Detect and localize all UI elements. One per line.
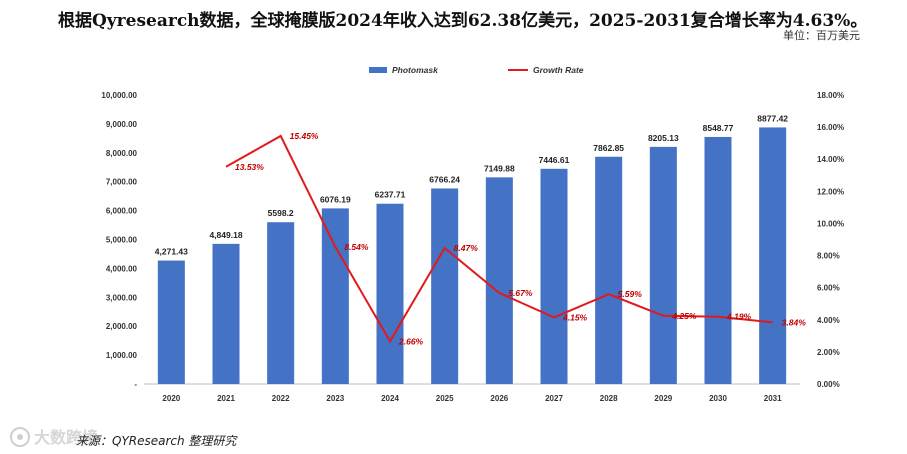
line-value-label: 4.25% xyxy=(671,311,697,321)
y-right-tick-label: 14.00% xyxy=(817,155,844,164)
legend-swatch-photomask xyxy=(369,67,387,73)
bar-value-label: 7862.85 xyxy=(593,143,624,153)
y-right-tick-label: 10.00% xyxy=(817,219,844,228)
y-left-tick-label: 4,000.00 xyxy=(106,264,138,273)
x-tick-label: 2020 xyxy=(162,394,180,403)
line-value-label: 5.67% xyxy=(508,288,533,298)
line-value-label: 13.53% xyxy=(235,162,264,172)
y-left-tick-label: 7,000.00 xyxy=(106,178,138,187)
bar-photomask xyxy=(321,208,349,384)
line-value-label: 5.59% xyxy=(618,289,643,299)
bar-value-label: 6076.19 xyxy=(320,194,351,204)
unit-label: 单位：百万美元 xyxy=(783,29,860,42)
line-value-label: 4.15% xyxy=(562,312,588,322)
bar-photomask xyxy=(376,203,404,384)
x-tick-label: 2027 xyxy=(545,394,563,403)
bar-photomask xyxy=(540,168,568,384)
bar-value-label: 4,271.43 xyxy=(155,247,188,257)
y-left-tick-label: 2,000.00 xyxy=(106,322,138,331)
y-left-tick-label: 3,000.00 xyxy=(106,293,138,302)
x-tick-label: 2024 xyxy=(381,394,399,403)
y-left-tick-label: 6,000.00 xyxy=(106,207,138,216)
y-left-tick-label: 8,000.00 xyxy=(106,149,138,158)
series-line-growth-rate xyxy=(225,134,773,344)
x-tick-label: 2025 xyxy=(436,394,454,403)
line-value-label: 8.47% xyxy=(454,243,479,253)
x-tick-label: 2022 xyxy=(272,394,290,403)
line-value-label: 15.45% xyxy=(290,131,319,141)
bar-photomask xyxy=(704,136,732,384)
bar-photomask xyxy=(267,222,295,384)
svg-text:大数跨境: 大数跨境 xyxy=(34,428,98,447)
bar-photomask xyxy=(431,188,459,384)
bar-value-label: 8877.42 xyxy=(757,113,788,123)
x-tick-label: 2023 xyxy=(326,394,344,403)
y-right-tick-label: 16.00% xyxy=(817,123,844,132)
bar-value-label: 4,849.18 xyxy=(209,230,242,240)
bar-value-label: 8205.13 xyxy=(648,133,679,143)
y-left-tick-label: 9,000.00 xyxy=(106,120,138,129)
bar-value-label: 6237.71 xyxy=(375,190,406,200)
x-tick-label: 2021 xyxy=(217,394,235,403)
bar-photomask xyxy=(595,156,623,384)
y-right-tick-label: 12.00% xyxy=(817,187,844,196)
bar-value-label: 8548.77 xyxy=(703,123,734,133)
bar-value-label: 7149.88 xyxy=(484,163,515,173)
x-tick-label: 2026 xyxy=(490,394,508,403)
source-note: 来源：QYResearch 整理研究 xyxy=(76,434,237,448)
y-right-tick-label: 6.00% xyxy=(817,284,840,293)
y-left-tick-label: 1,000.00 xyxy=(106,351,138,360)
line-value-label: 4.19% xyxy=(726,312,752,322)
x-tick-label: 2031 xyxy=(764,394,782,403)
y-left-tick-label: - xyxy=(134,380,137,389)
line-value-label: 8.54% xyxy=(344,242,369,252)
bar-value-label: 7446.61 xyxy=(539,155,570,165)
legend-label-growth-rate: Growth Rate xyxy=(533,65,584,75)
line-value-label: 2.66% xyxy=(398,336,424,346)
y-left-tick-label: 10,000.00 xyxy=(101,91,137,100)
bar-photomask xyxy=(212,243,240,384)
watermark-logo: 大数跨境 xyxy=(8,424,120,450)
x-tick-label: 2030 xyxy=(709,394,727,403)
y-right-tick-label: 8.00% xyxy=(817,252,840,261)
bar-value-label: 5598.2 xyxy=(268,208,294,218)
y-right-tick-label: 2.00% xyxy=(817,348,840,357)
bar-photomask xyxy=(649,146,677,384)
x-tick-label: 2028 xyxy=(600,394,618,403)
line-value-label: 3.84% xyxy=(782,317,807,327)
legend-label-photomask: Photomask xyxy=(392,65,439,75)
bar-photomask xyxy=(759,127,787,384)
y-right-tick-label: 18.00% xyxy=(817,91,844,100)
bar-value-label: 6766.24 xyxy=(429,174,460,184)
chart-title: 根据Qyresearch数据，全球掩膜版2024年收入达到62.38亿美元，20… xyxy=(58,11,868,31)
y-left-tick-label: 5,000.00 xyxy=(106,236,138,245)
bar-photomask xyxy=(157,260,185,384)
bar-photomask xyxy=(485,177,513,384)
y-right-tick-label: 0.00% xyxy=(817,380,840,389)
x-tick-label: 2029 xyxy=(654,394,672,403)
y-right-tick-label: 4.00% xyxy=(817,316,840,325)
